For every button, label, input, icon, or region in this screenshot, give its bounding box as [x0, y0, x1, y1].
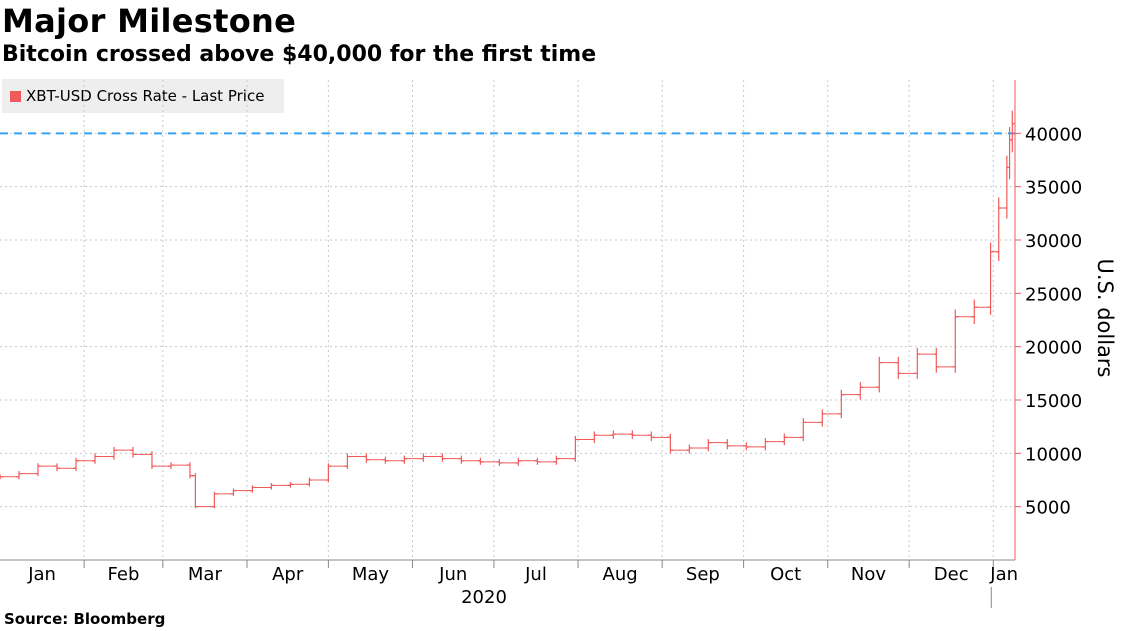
- x-axis-ticks: Jan Feb Mar Apr May Jun Jul Aug Sep Oct Nov Dec Jan: [27, 560, 1018, 608]
- chart-subtitle: Bitcoin crossed above $40,000 for the fi…: [2, 42, 597, 67]
- x-tick-label: Dec: [934, 564, 969, 585]
- chart-legend: XBT-USD Cross Rate - Last Price: [2, 79, 284, 113]
- x-tick-label: Oct: [770, 564, 801, 585]
- y-axis-label: U.S. dollars: [1093, 258, 1117, 377]
- x-tick-label: Jun: [438, 564, 467, 585]
- y-tick-label: 40000: [1025, 124, 1082, 145]
- y-tick-label: 5000: [1025, 498, 1071, 519]
- x-tick-label: Jan: [989, 564, 1018, 585]
- x-tick-label: Mar: [188, 564, 223, 585]
- x-tick-label: Jul: [524, 564, 547, 585]
- legend-swatch: [10, 90, 21, 102]
- y-axis-ticks: 5000 10000 15000 20000 25000 30000 35000 40000: [1015, 124, 1082, 519]
- axes: [0, 80, 1016, 561]
- x-tick-label: May: [352, 564, 390, 585]
- year-label: 2020: [461, 587, 507, 608]
- price-bars: [0, 110, 1016, 509]
- legend-label: XBT-USD Cross Rate - Last Price: [26, 87, 265, 105]
- x-tick-label: Feb: [108, 564, 140, 585]
- x-tick-label: Aug: [603, 564, 638, 585]
- y-tick-label: 15000: [1025, 391, 1082, 412]
- y-tick-label: 10000: [1025, 444, 1082, 465]
- x-tick-label: Nov: [851, 564, 886, 585]
- y-tick-label: 20000: [1025, 338, 1082, 359]
- y-tick-label: 30000: [1025, 231, 1082, 252]
- y-tick-label: 25000: [1025, 284, 1082, 305]
- x-tick-label: Jan: [27, 564, 56, 585]
- chart-title: Major Milestone: [2, 2, 297, 40]
- y-tick-label: 35000: [1025, 178, 1082, 199]
- source-note: Source: Bloomberg: [4, 610, 166, 628]
- x-tick-label: Apr: [272, 564, 304, 585]
- x-tick-label: Sep: [686, 564, 720, 585]
- grid-lines: [0, 80, 1015, 560]
